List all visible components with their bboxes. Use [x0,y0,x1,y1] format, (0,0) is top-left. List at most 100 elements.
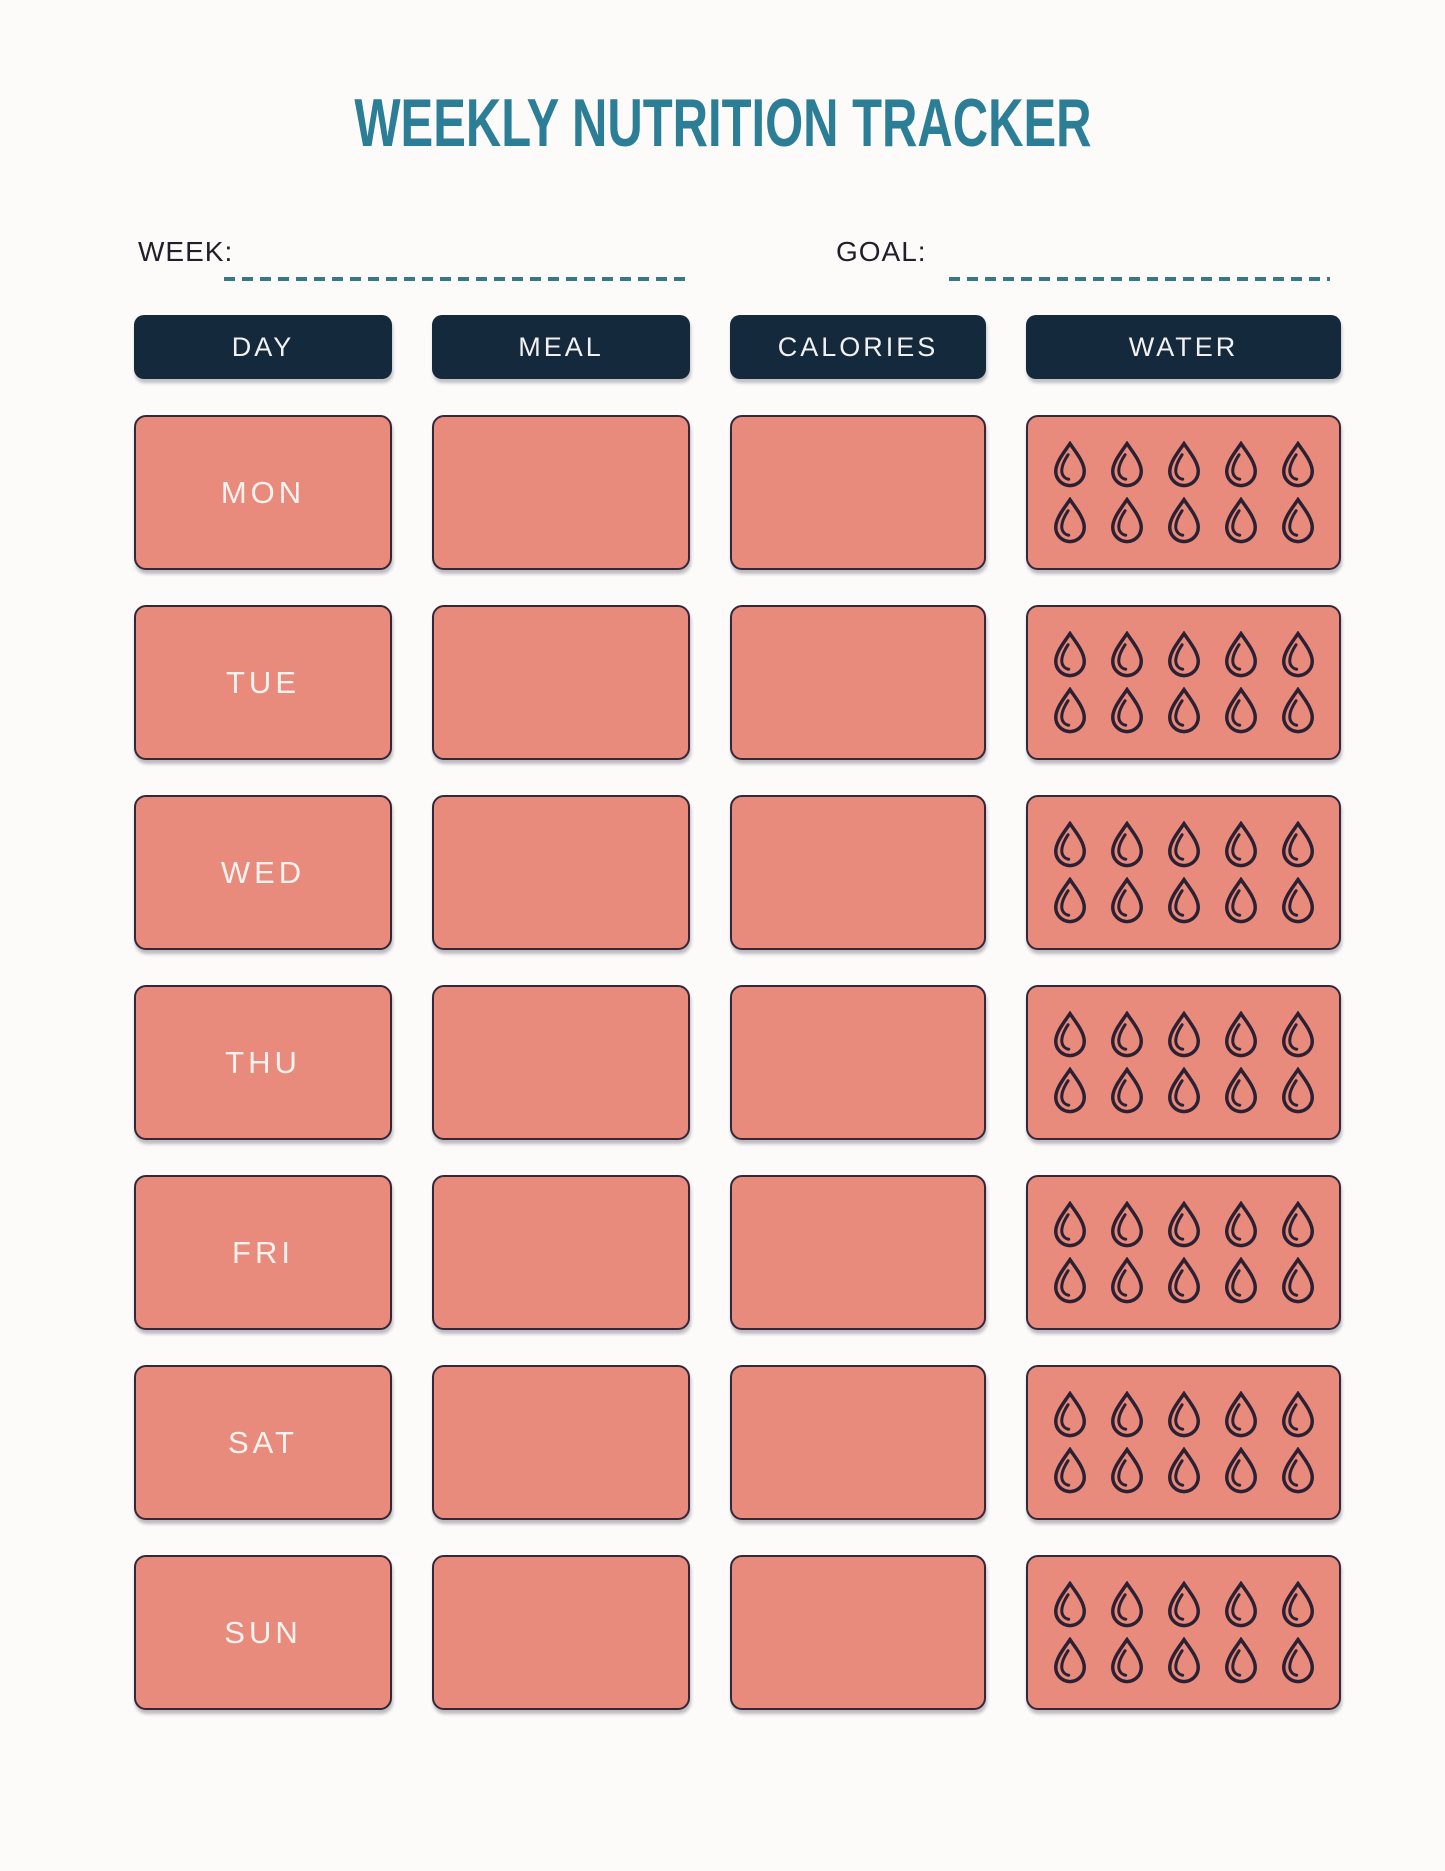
water-droplets [1028,607,1339,758]
water-drop-icon[interactable] [1222,820,1260,869]
water-drop-icon[interactable] [1165,686,1203,735]
water-drop-icon[interactable] [1051,496,1089,545]
water-drop-icon[interactable] [1222,1390,1260,1439]
water-drop-icon[interactable] [1108,820,1146,869]
meal-input-cell[interactable] [432,985,690,1140]
water-drop-icon[interactable] [1222,1200,1260,1249]
water-drop-icon[interactable] [1108,630,1146,679]
water-drop-icon[interactable] [1108,496,1146,545]
goal-input-line[interactable] [949,277,1330,281]
water-drop-icon[interactable] [1222,1256,1260,1305]
water-tracker-cell [1026,795,1341,950]
water-drop-icon[interactable] [1051,1066,1089,1115]
water-drop-icon[interactable] [1165,876,1203,925]
water-drop-icon[interactable] [1222,1010,1260,1059]
water-drop-icon[interactable] [1108,1256,1146,1305]
water-drop-icon[interactable] [1222,440,1260,489]
day-cell: WED [134,795,392,950]
week-input-line[interactable] [224,277,690,281]
water-drop-icon[interactable] [1051,1010,1089,1059]
water-drop-icon[interactable] [1108,686,1146,735]
water-drop-icon[interactable] [1279,1580,1317,1629]
water-drop-icon[interactable] [1051,1580,1089,1629]
water-drop-icon[interactable] [1222,876,1260,925]
water-drop-icon[interactable] [1051,1636,1089,1685]
water-drop-icon[interactable] [1051,876,1089,925]
water-drop-icon[interactable] [1165,1580,1203,1629]
water-drop-icon[interactable] [1279,630,1317,679]
water-drop-icon[interactable] [1108,1580,1146,1629]
water-drop-icon[interactable] [1165,1256,1203,1305]
water-drop-icon[interactable] [1108,1446,1146,1495]
meal-input-cell[interactable] [432,1175,690,1330]
water-drop-icon[interactable] [1222,630,1260,679]
water-drop-icon[interactable] [1222,1066,1260,1115]
water-drop-icon[interactable] [1051,820,1089,869]
water-drop-icon[interactable] [1279,876,1317,925]
water-drop-icon[interactable] [1165,1010,1203,1059]
meal-input-cell[interactable] [432,605,690,760]
water-drop-icon[interactable] [1279,820,1317,869]
water-drop-icon[interactable] [1279,1066,1317,1115]
water-drop-icon[interactable] [1279,1390,1317,1439]
water-drop-icon[interactable] [1279,1010,1317,1059]
water-drop-icon[interactable] [1165,1200,1203,1249]
meal-input-cell[interactable] [432,1365,690,1520]
water-drop-icon[interactable] [1051,440,1089,489]
water-drop-icon[interactable] [1165,820,1203,869]
calories-input-cell[interactable] [730,1175,986,1330]
water-drop-icon[interactable] [1051,1256,1089,1305]
water-droplets [1028,987,1339,1138]
table-row: MON [134,415,1341,570]
water-drop-icon[interactable] [1222,1580,1260,1629]
water-drop-icon[interactable] [1051,686,1089,735]
water-drop-icon[interactable] [1222,1446,1260,1495]
day-cell: SAT [134,1365,392,1520]
water-drop-icon[interactable] [1165,1390,1203,1439]
water-drop-icon[interactable] [1165,496,1203,545]
water-drop-icon[interactable] [1165,440,1203,489]
meal-input-cell[interactable] [432,795,690,950]
day-cell: THU [134,985,392,1140]
table-row: TUE [134,605,1341,760]
water-drop-icon[interactable] [1279,1636,1317,1685]
water-drop-icon[interactable] [1165,630,1203,679]
water-drop-icon[interactable] [1222,496,1260,545]
water-drop-icon[interactable] [1108,1390,1146,1439]
day-label: TUE [226,664,300,700]
day-label: WED [220,854,306,890]
water-drop-icon[interactable] [1165,1446,1203,1495]
water-drop-icon[interactable] [1222,1636,1260,1685]
water-drop-icon[interactable] [1108,440,1146,489]
water-drop-icon[interactable] [1279,496,1317,545]
calories-input-cell[interactable] [730,985,986,1140]
water-drop-icon[interactable] [1108,876,1146,925]
calories-input-cell[interactable] [730,1365,986,1520]
calories-input-cell[interactable] [730,415,986,570]
water-tracker-cell [1026,1365,1341,1520]
water-drop-icon[interactable] [1051,1390,1089,1439]
water-drop-icon[interactable] [1279,686,1317,735]
water-drop-icon[interactable] [1222,686,1260,735]
water-drop-icon[interactable] [1279,440,1317,489]
page-title-text: WEEKLY NUTRITION TRACKER [353,85,1092,161]
water-drop-icon[interactable] [1108,1636,1146,1685]
water-drop-icon[interactable] [1051,630,1089,679]
water-drop-icon[interactable] [1279,1256,1317,1305]
water-drop-icon[interactable] [1108,1066,1146,1115]
day-label: FRI [232,1234,294,1270]
calories-input-cell[interactable] [730,795,986,950]
water-drop-icon[interactable] [1051,1200,1089,1249]
water-drop-icon[interactable] [1279,1200,1317,1249]
meal-input-cell[interactable] [432,1555,690,1710]
water-drop-icon[interactable] [1279,1446,1317,1495]
water-drop-icon[interactable] [1165,1066,1203,1115]
water-drop-icon[interactable] [1165,1636,1203,1685]
water-drop-icon[interactable] [1108,1200,1146,1249]
water-droplets [1028,797,1339,948]
water-drop-icon[interactable] [1108,1010,1146,1059]
calories-input-cell[interactable] [730,605,986,760]
water-drop-icon[interactable] [1051,1446,1089,1495]
calories-input-cell[interactable] [730,1555,986,1710]
meal-input-cell[interactable] [432,415,690,570]
